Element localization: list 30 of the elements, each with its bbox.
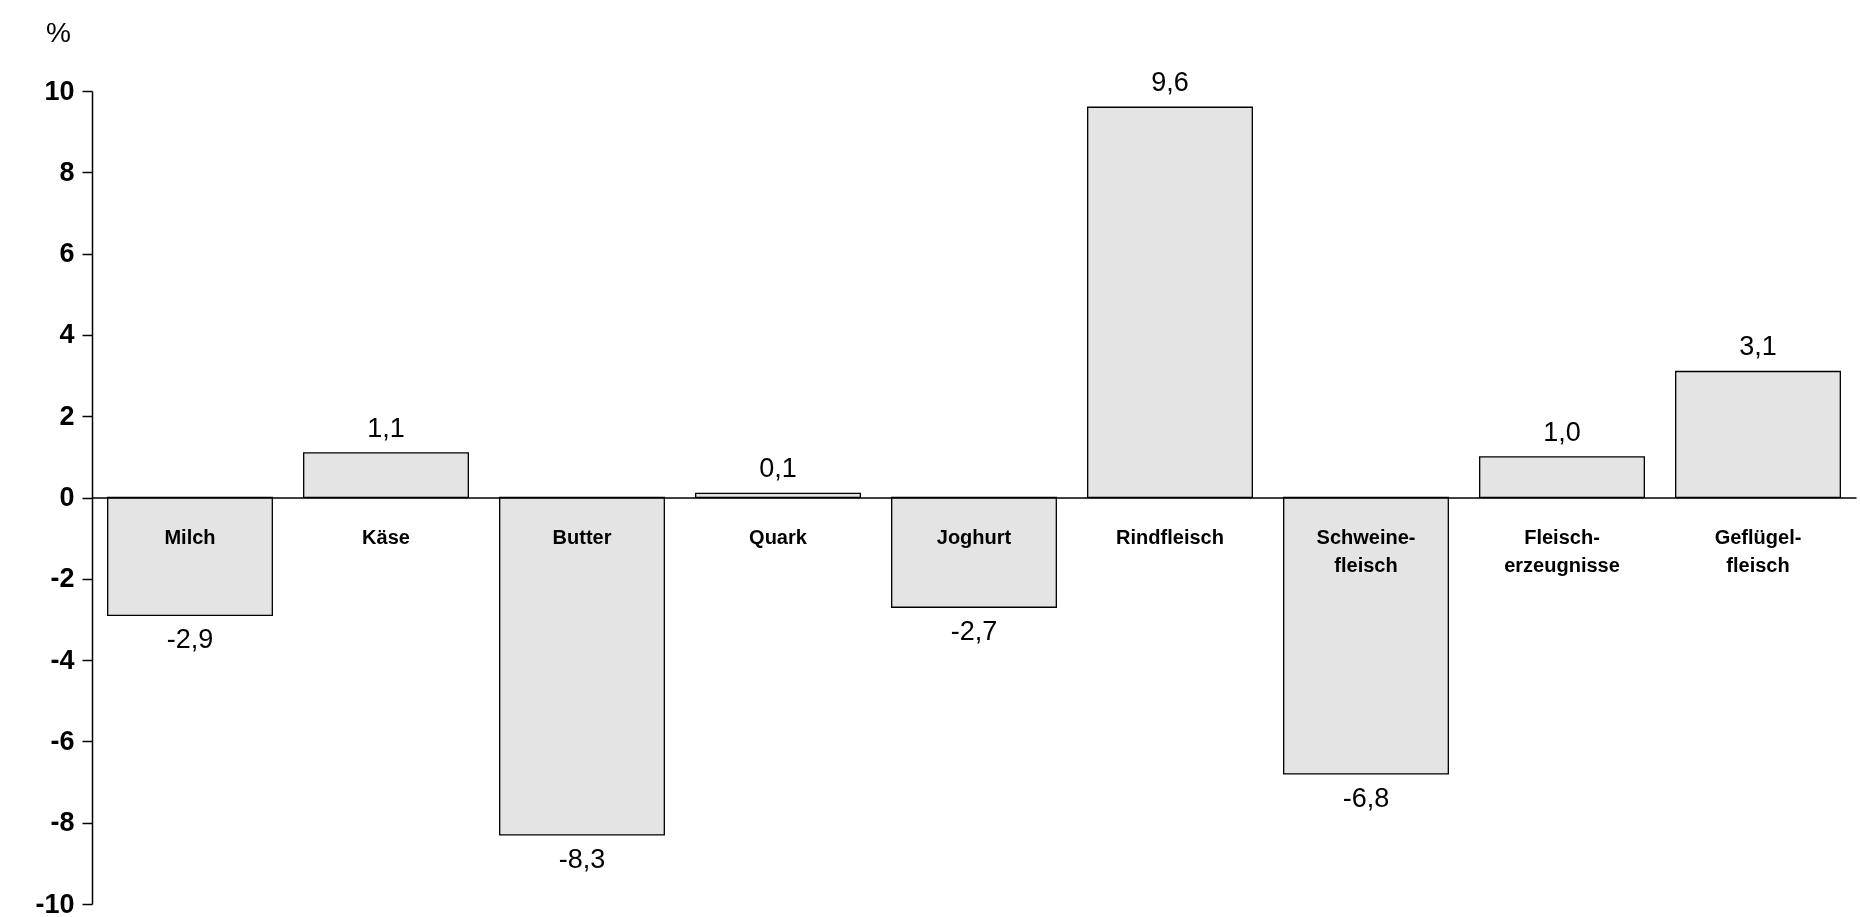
- x-tick-label: Joghurt: [936, 526, 1012, 548]
- y-axis-title: %: [46, 16, 71, 48]
- y-tick-label: 6: [59, 238, 75, 269]
- x-tick-label: Geflügel- fleisch: [1714, 526, 1802, 576]
- x-tick-label: Quark: [749, 526, 808, 548]
- data-label: -8,3: [558, 843, 606, 874]
- y-tick-label: 2: [59, 400, 75, 431]
- y-tick-label: -2: [50, 563, 75, 594]
- x-tick-label: Milch: [164, 526, 216, 548]
- y-tick-label: 8: [59, 156, 75, 187]
- x-tick-label: Käse: [362, 526, 410, 548]
- y-tick-label: -10: [35, 888, 75, 917]
- data-label: 3,1: [1739, 331, 1777, 362]
- x-tick-label: Rindfleisch: [1116, 526, 1224, 548]
- data-label: -2,9: [166, 624, 214, 655]
- data-label: 9,6: [1151, 67, 1189, 98]
- y-tick-label: -6: [50, 725, 75, 756]
- y-tick-label: 4: [59, 319, 75, 350]
- y-tick-label: 0: [59, 482, 75, 512]
- data-label: 1,1: [367, 412, 405, 443]
- y-tick-label: -8: [50, 807, 75, 838]
- data-label: 0,1: [759, 453, 797, 484]
- data-label: 1,0: [1543, 416, 1581, 447]
- data-label: -6,8: [1342, 782, 1390, 813]
- data-label: -2,7: [950, 616, 998, 647]
- y-tick-label: -4: [50, 644, 75, 675]
- y-tick-label: 10: [44, 75, 75, 106]
- x-tick-label: Fleisch- erzeugnisse: [1504, 526, 1620, 576]
- x-tick-label: Schweine- fleisch: [1316, 526, 1416, 576]
- x-tick-label: Butter: [552, 526, 612, 548]
